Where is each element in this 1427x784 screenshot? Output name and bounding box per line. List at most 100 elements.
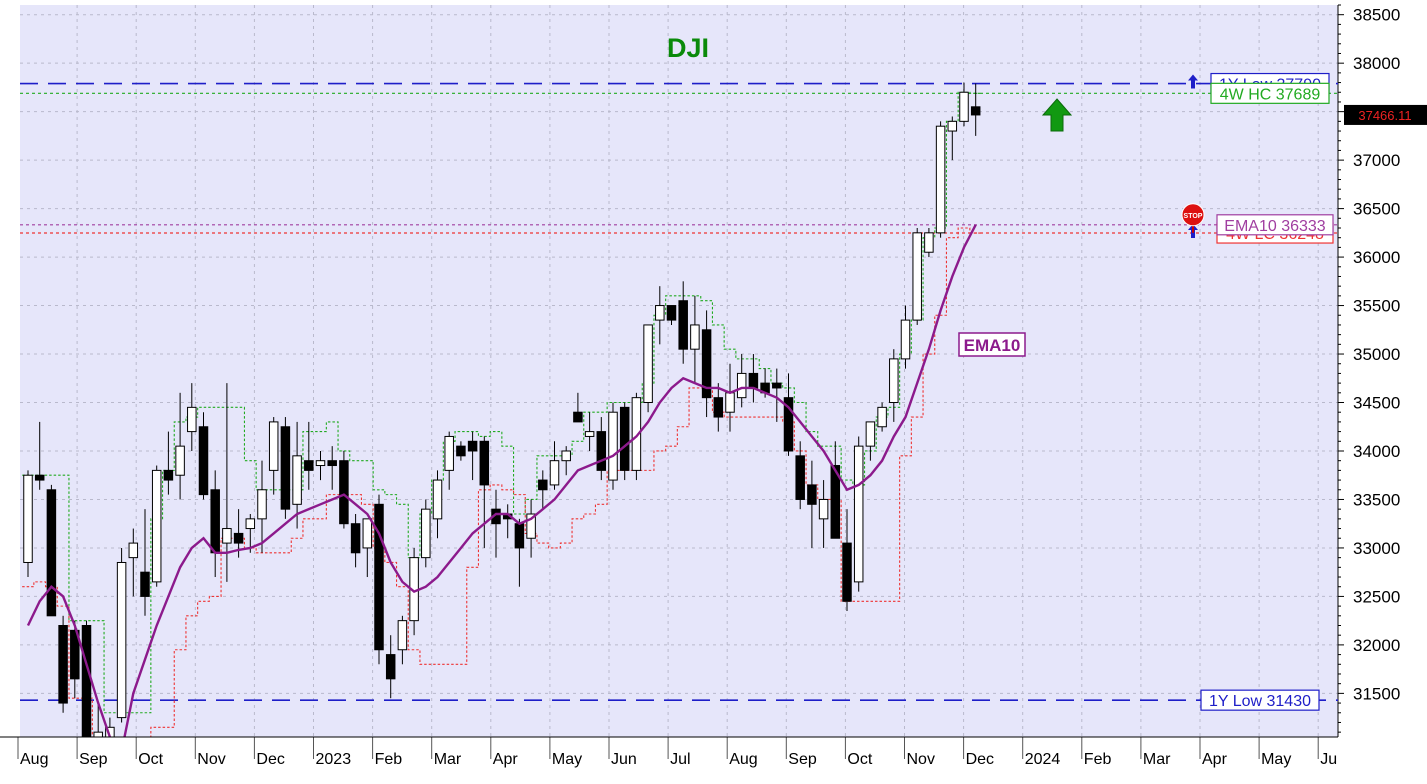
candle-body: [549, 460, 560, 486]
candle-body: [842, 542, 852, 602]
y-tick-label: 38500: [1353, 6, 1400, 25]
candle-body: [479, 440, 490, 486]
level-label: 1Y Low 31430: [1200, 689, 1320, 711]
x-tick-label: Nov: [197, 751, 225, 768]
candle-body: [514, 523, 525, 549]
chart-title: DJI: [667, 33, 709, 63]
candle-body: [818, 498, 829, 520]
candle-body: [678, 300, 688, 350]
candle-body: [128, 542, 139, 559]
lc4w-line: [22, 227, 982, 772]
x-tick-label: Apr: [493, 751, 519, 768]
x-tick-label: May: [1261, 751, 1291, 768]
candle-body: [783, 397, 794, 452]
candle-body: [538, 479, 548, 491]
candle-body: [701, 329, 712, 399]
candle-body: [187, 406, 197, 433]
candle-body: [853, 445, 864, 583]
candle-body: [210, 489, 220, 554]
candle-body: [23, 474, 33, 563]
candle-body: [397, 620, 408, 651]
candle-body: [655, 305, 665, 321]
candle-body: [151, 469, 162, 583]
y-tick-label: 34000: [1353, 442, 1400, 461]
candle-body: [116, 561, 127, 719]
candle-body: [736, 372, 747, 399]
x-tick-label: Ju: [1320, 751, 1337, 768]
candle-body: [865, 421, 876, 447]
up-arrow-icon: [1188, 74, 1198, 89]
candle-body: [327, 460, 337, 467]
candle-body: [830, 465, 841, 539]
ema10-label-box: [958, 332, 1026, 357]
x-tick-label: 2024: [1025, 751, 1061, 768]
candle-body: [58, 625, 68, 704]
candle-body: [889, 358, 899, 404]
level-label-box: [1210, 82, 1330, 104]
candle-body: [198, 426, 209, 496]
candle-body: [643, 324, 653, 404]
stop-sign-icon: [1181, 203, 1205, 227]
x-tick-label: Mar: [434, 751, 462, 768]
candle-body: [140, 571, 150, 597]
y-tick-label: 32500: [1353, 587, 1400, 606]
candle-body: [573, 411, 583, 423]
candle-body: [362, 518, 373, 549]
candle-body: [432, 479, 443, 520]
last-price-label: 37466.11: [1358, 108, 1411, 123]
candle-body: [268, 421, 279, 471]
x-tick-label: Apr: [1202, 751, 1228, 768]
x-tick-label: Mar: [1143, 751, 1171, 768]
x-tick-label: Feb: [375, 751, 403, 768]
candle-body: [748, 372, 759, 389]
candle-body: [631, 397, 642, 471]
y-tick-label: 32000: [1353, 636, 1400, 655]
candle-body: [34, 474, 45, 481]
candle-body: [900, 319, 911, 360]
candle-body: [467, 440, 478, 452]
y-tick-label: 33500: [1353, 490, 1400, 509]
candle-body: [374, 503, 384, 651]
candle-body: [444, 435, 454, 471]
candle-body: [608, 411, 618, 481]
x-tick-label: Aug: [20, 751, 48, 768]
candle-body: [935, 125, 946, 234]
candle-body: [596, 431, 607, 471]
y-tick-label: 33000: [1353, 539, 1400, 558]
axis-background: [1338, 5, 1427, 779]
y-tick-label: 34500: [1353, 394, 1400, 413]
candle-body: [257, 489, 267, 520]
level-label: 4W HC 37689: [1210, 82, 1330, 104]
candle-body: [725, 392, 735, 413]
candle-body: [350, 523, 361, 554]
x-tick-label: Dec: [256, 751, 284, 768]
candle-body: [584, 431, 595, 437]
ema10-line: [26, 224, 977, 755]
candle-body: [163, 469, 174, 481]
candle-body: [807, 484, 817, 505]
x-tick-label: Oct: [847, 751, 872, 768]
candle-body: [292, 455, 302, 505]
candle-body: [912, 232, 922, 321]
candle-body: [959, 91, 969, 122]
y-tick-label: 35500: [1353, 297, 1400, 316]
big-up-arrow-icon: [1041, 98, 1073, 132]
x-tick-label: May: [552, 751, 582, 768]
candle-body: [339, 460, 349, 525]
xaxis-cover: [0, 737, 1338, 780]
candle-body: [795, 455, 805, 500]
candle-body: [222, 528, 232, 544]
x-tick-label: Aug: [729, 751, 757, 768]
level-label-text: 4W HC 37689: [1220, 86, 1321, 103]
candle-body: [46, 489, 57, 617]
ema10-label: EMA10: [958, 332, 1026, 357]
level-label-text: EMA10 36333: [1224, 218, 1326, 235]
candle-body: [924, 232, 934, 253]
plot-background: [20, 5, 1338, 737]
y-tick-label: 37000: [1353, 151, 1400, 170]
y-tick-label: 38000: [1353, 54, 1400, 73]
last-price-tag: [1344, 104, 1427, 125]
candle-body: [81, 625, 92, 743]
